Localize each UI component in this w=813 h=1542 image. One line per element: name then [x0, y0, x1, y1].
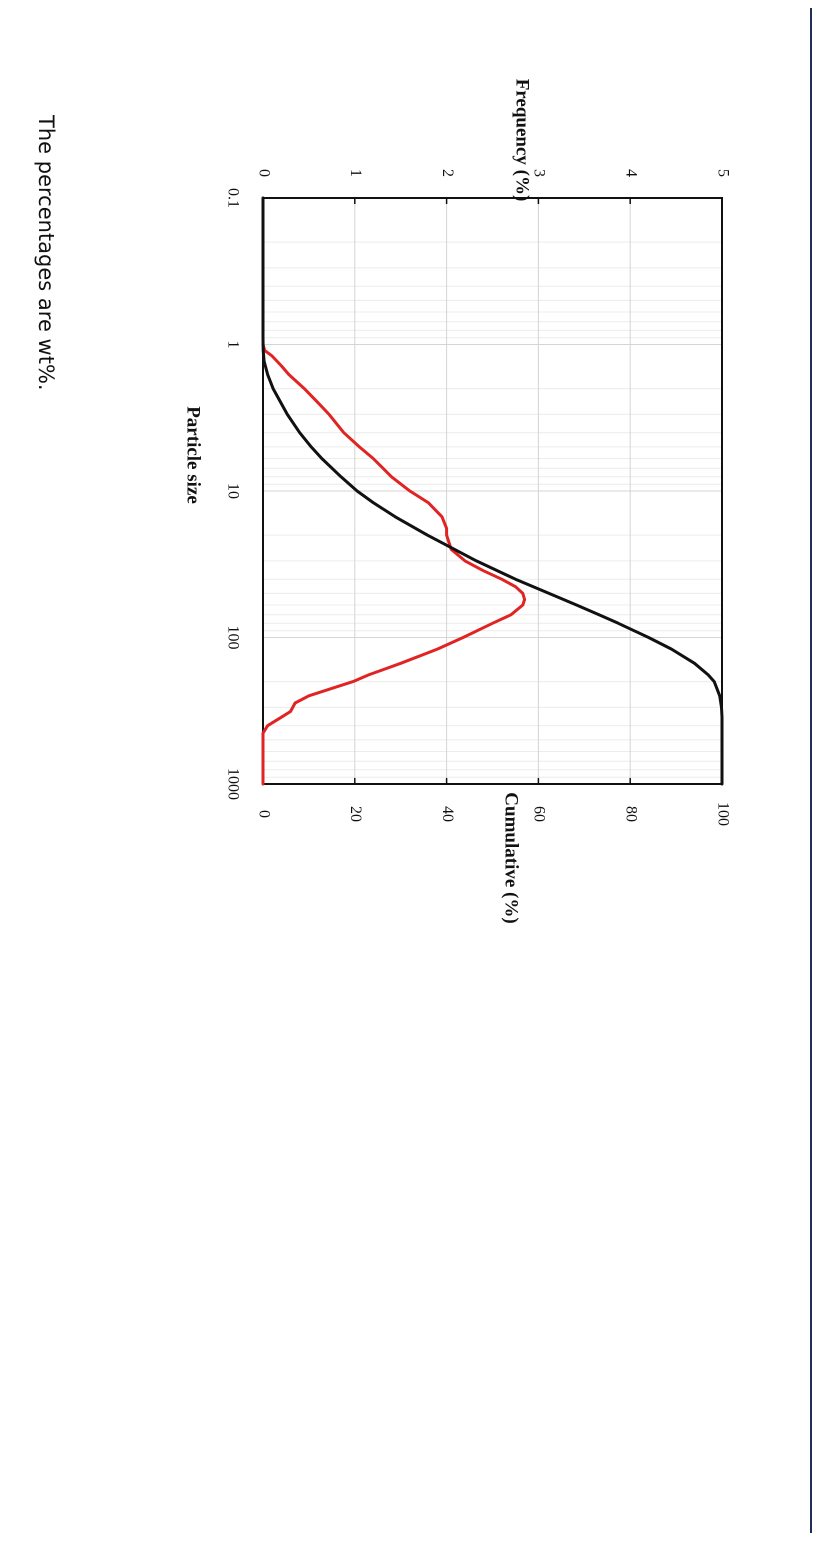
particle-size-axis-title: Particle size [183, 406, 204, 504]
cumulative-tick-label: 100 [714, 802, 731, 826]
frequency-tick-label: 3 [531, 169, 548, 177]
grid-lines [262, 197, 723, 785]
x-tick-label: 10 [224, 483, 241, 499]
frequency-axis-title: Frequency (%) [512, 79, 533, 202]
x-tick-label: 0.1 [224, 188, 241, 208]
x-tick-label: 100 [224, 626, 241, 650]
plot-frame [262, 197, 723, 785]
frequency-tick-label: 0 [255, 169, 272, 177]
right-border-line [810, 8, 812, 1533]
cumulative-tick-label: 20 [347, 806, 364, 822]
cumulative-tick-label: 60 [531, 806, 548, 822]
frequency-tick-labels: 0 1 2 3 4 5 [255, 169, 731, 177]
cumulative-tick-label: 80 [623, 806, 640, 822]
data-series [261, 196, 724, 786]
frequency-tick-label: 1 [347, 169, 364, 177]
frequency-tick-label: 4 [623, 169, 640, 177]
cumulative-tick-labels: 0 20 40 60 80 100 [255, 802, 731, 826]
cumulative-tick-label: 0 [255, 810, 272, 818]
frequency-curve [261, 343, 527, 786]
x-tick-label: 1000 [224, 768, 241, 800]
frequency-tick-label: 5 [714, 169, 731, 177]
cumulative-tick-label: 40 [439, 806, 456, 822]
cumulative-curve [261, 196, 724, 786]
x-tick-label: 1 [224, 341, 241, 349]
cumulative-axis-title: Cumulative (%) [501, 792, 522, 923]
x-tick-labels: 0.1 1 10 100 1000 [224, 188, 241, 800]
frequency-tick-label: 2 [439, 169, 456, 177]
